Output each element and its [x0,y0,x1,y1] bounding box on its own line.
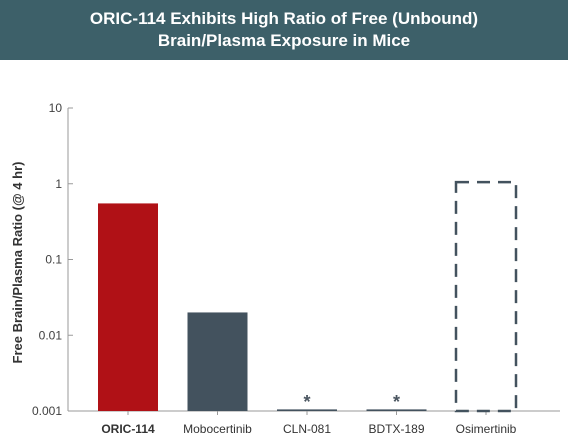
chart-title-line-2: Brain/Plasma Exposure in Mice [157,31,411,50]
bar-osimertinib [454,180,518,413]
x-tick-label: BDTX-189 [368,422,424,436]
chart-title-banner: ORIC-114 Exhibits High Ratio of Free (Un… [0,0,568,60]
chart-title-line-1: ORIC-114 Exhibits High Ratio of Free (Un… [89,9,479,28]
labels: 10 1 0.1 0.01 0.001 Free Brain/Plasma Ratio (… [10,101,517,436]
y-tick-label: 1 [55,177,62,191]
bar-oric-114 [98,203,158,411]
x-tick-label: ORIC-114 [101,422,155,436]
x-tick-label: Osimertinib [456,422,517,436]
bar-annotation: * [303,392,310,412]
bar-cln-081 [277,409,337,411]
y-axis-label: Free Brain/Plasma Ratio (@ 4 hr) [10,162,25,364]
x-tick-label: Mobocertinib [183,422,252,436]
bar-mobocertinib [187,312,248,411]
bar-annotation: * [393,392,400,412]
y-tick-label: 0.01 [39,328,63,342]
y-tick-label: 0.001 [32,404,62,418]
bar-bdtx-189 [366,409,427,411]
y-tick-label: 10 [49,101,63,115]
x-tick-label: CLN-081 [283,422,331,436]
bars [98,180,518,413]
y-tick-label: 0.1 [45,253,62,267]
